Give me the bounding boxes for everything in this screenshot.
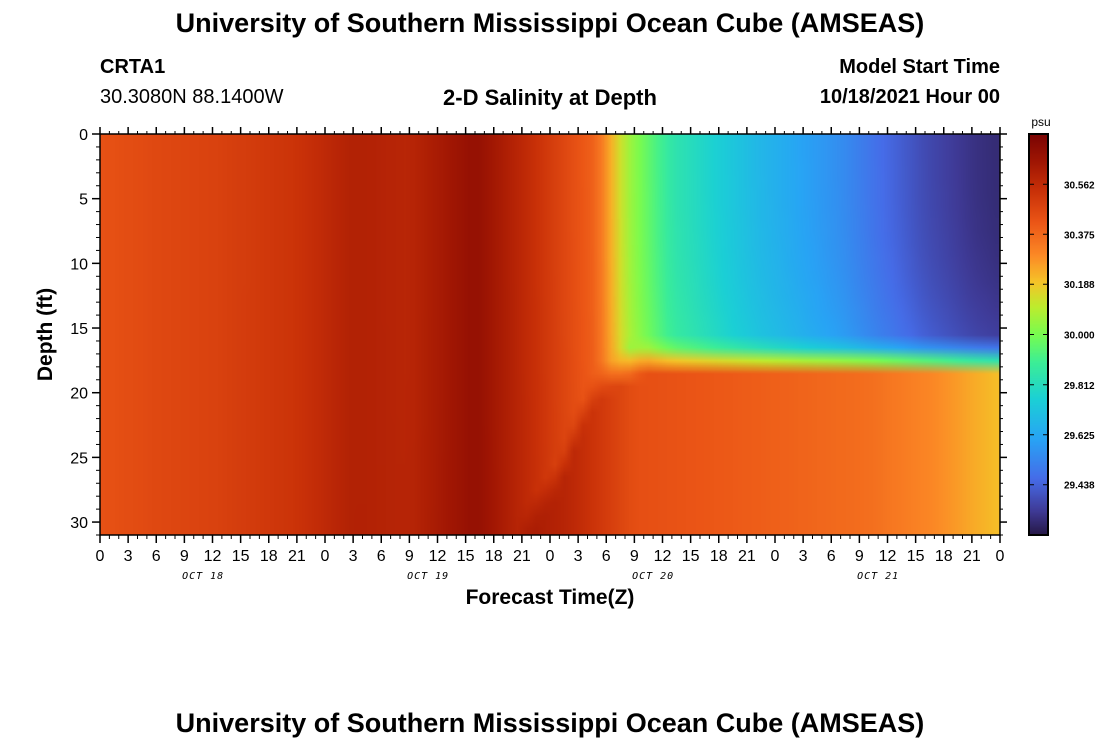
x-tick-label: 15 (682, 548, 700, 565)
colorbar-unit: psu (1031, 115, 1050, 129)
x-tick-label: 18 (710, 548, 728, 565)
x-tick-label: 18 (260, 548, 278, 565)
x-tick-label: 9 (630, 548, 639, 565)
x-tick-label: 12 (204, 548, 222, 565)
colorbar-tick-label: 29.438 (1064, 481, 1095, 492)
x-tick-label: 21 (288, 548, 306, 565)
x-tick-label: 15 (907, 548, 925, 565)
x-tick-label: 15 (457, 548, 475, 565)
x-tick-label: 9 (855, 548, 864, 565)
colorbar-tick-label: 30.000 (1064, 331, 1095, 342)
x-tick-label: 0 (321, 548, 330, 565)
salinity-heatmap (100, 134, 1000, 535)
page-title: University of Southern Mississippi Ocean… (175, 8, 925, 38)
x-tick-label: 18 (485, 548, 503, 565)
x-tick-label: 12 (429, 548, 447, 565)
y-tick-label: 20 (70, 386, 88, 403)
x-tick-label: 0 (771, 548, 780, 565)
x-tick-label: 0 (546, 548, 555, 565)
x-tick-label: 18 (935, 548, 953, 565)
y-tick-label: 15 (70, 321, 88, 338)
station-coords: 30.3080N 88.1400W (100, 86, 284, 108)
y-axis: 0 5 10 15 20 25 30 (70, 127, 1007, 536)
colorbar-tick-label: 29.812 (1064, 381, 1095, 392)
x-axis: 0 3 6 9 12 15 18 21 0 3 6 9 12 15 18 21 0 3 6 9 12 15 18 21 0 3 6 9… (96, 127, 1005, 582)
x-tick-label: 0 (996, 548, 1005, 565)
x-tick-label: 6 (152, 548, 161, 565)
x-axis-title: Forecast Time(Z) (466, 586, 635, 609)
colorbar-tick-label: 29.625 (1064, 431, 1095, 442)
salinity-chart: 0 3 6 9 12 15 18 21 0 3 6 9 12 15 18 21 0 3 6 9 12 15 18 21 0 3 6 9… (34, 115, 1095, 609)
x-tick-label: 21 (738, 548, 756, 565)
colorbar: psu 30.562 30.375 30.188 30.000 29.812 29.625… (1028, 115, 1095, 536)
x-tick-label: 21 (513, 548, 531, 565)
colorbar-tick-label: 30.562 (1064, 180, 1095, 191)
x-tick-label: 21 (963, 548, 981, 565)
x-tick-label: 3 (124, 548, 133, 565)
y-tick-label: 10 (70, 256, 88, 273)
date-label: OCT 18 (182, 571, 224, 582)
x-tick-label: 9 (405, 548, 414, 565)
plot-title: 2-D Salinity at Depth (443, 85, 657, 110)
x-tick-label: 3 (574, 548, 583, 565)
station-id: CRTA1 (100, 56, 166, 78)
date-label: OCT 19 (407, 571, 449, 582)
footer-title: University of Southern Mississippi Ocean… (175, 708, 925, 738)
date-label: OCT 20 (632, 571, 674, 582)
x-tick-label: 3 (799, 548, 808, 565)
y-tick-label: 0 (79, 127, 88, 144)
x-tick-label: 0 (96, 548, 105, 565)
model-start-label: Model Start Time (839, 56, 1000, 78)
x-tick-label: 6 (377, 548, 386, 565)
y-axis-title: Depth (ft) (34, 288, 57, 381)
model-start-value: 10/18/2021 Hour 00 (819, 86, 1000, 108)
x-tick-label: 15 (232, 548, 250, 565)
colorbar-tick-label: 30.188 (1064, 280, 1095, 291)
y-tick-label: 25 (70, 450, 88, 467)
x-tick-label: 3 (349, 548, 358, 565)
x-tick-label: 6 (827, 548, 836, 565)
y-tick-label: 30 (70, 515, 88, 532)
x-tick-label: 12 (654, 548, 672, 565)
x-tick-label: 12 (879, 548, 897, 565)
plot-area (99, 133, 1001, 536)
y-tick-label: 5 (79, 192, 88, 209)
date-label: OCT 21 (857, 571, 899, 582)
x-tick-label: 9 (180, 548, 189, 565)
colorbar-tick-label: 30.375 (1064, 230, 1095, 241)
x-tick-label: 6 (602, 548, 611, 565)
